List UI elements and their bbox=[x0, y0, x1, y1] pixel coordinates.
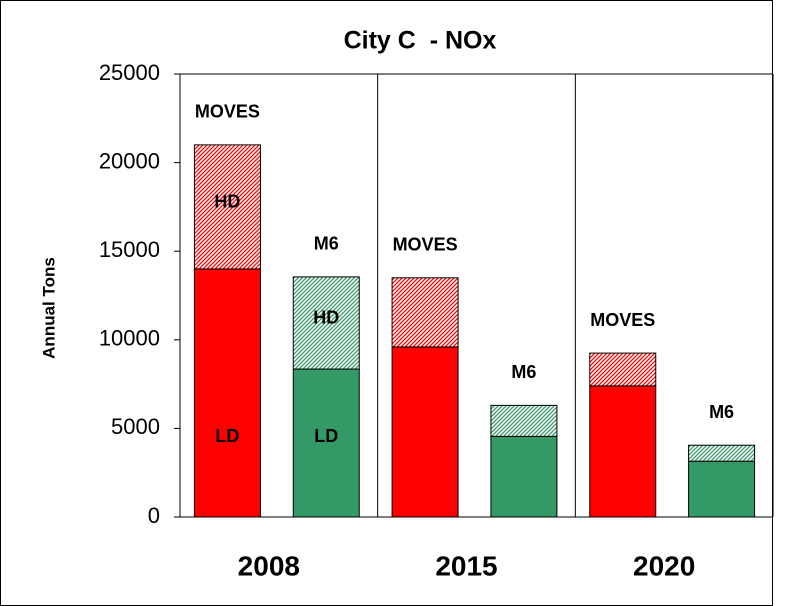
bar-segment bbox=[589, 385, 657, 518]
bar-segment bbox=[490, 435, 558, 518]
bar-segment bbox=[193, 144, 261, 270]
chart-frame bbox=[0, 0, 773, 606]
chart-title: City C - NOx bbox=[344, 27, 497, 55]
bar-label: M6 bbox=[314, 234, 339, 254]
y-axis-label: Annual Tons bbox=[39, 257, 58, 359]
bar-segment bbox=[688, 460, 756, 518]
bar-label: MOVES bbox=[393, 235, 458, 255]
y-tick-label: 20000 bbox=[99, 148, 160, 173]
segment-label: HD bbox=[313, 308, 339, 328]
y-tick-label: 25000 bbox=[99, 60, 160, 85]
segment-label: LD bbox=[215, 426, 239, 446]
y-tick-label: 10000 bbox=[99, 326, 160, 351]
bar-segment bbox=[292, 368, 360, 518]
bar-label: M6 bbox=[709, 402, 734, 422]
y-tick-label: 15000 bbox=[99, 237, 160, 262]
group-label: 2008 bbox=[238, 550, 300, 581]
group-label: 2020 bbox=[633, 550, 695, 581]
bar-segment bbox=[391, 277, 459, 348]
bar-segment bbox=[490, 404, 558, 437]
bar-segment bbox=[391, 346, 459, 518]
bar-segment bbox=[589, 352, 657, 387]
bar-label: M6 bbox=[511, 362, 536, 382]
bar-label: MOVES bbox=[195, 102, 260, 122]
bar-label: MOVES bbox=[590, 310, 655, 330]
bar-segment bbox=[688, 444, 756, 462]
y-tick-label: 5000 bbox=[111, 414, 160, 439]
segment-label: LD bbox=[314, 426, 338, 446]
segment-label: HD bbox=[214, 192, 240, 212]
group-label: 2015 bbox=[435, 550, 497, 581]
bar-segment bbox=[292, 276, 360, 370]
bar-segment bbox=[193, 268, 261, 518]
y-tick-label: 0 bbox=[148, 503, 160, 528]
